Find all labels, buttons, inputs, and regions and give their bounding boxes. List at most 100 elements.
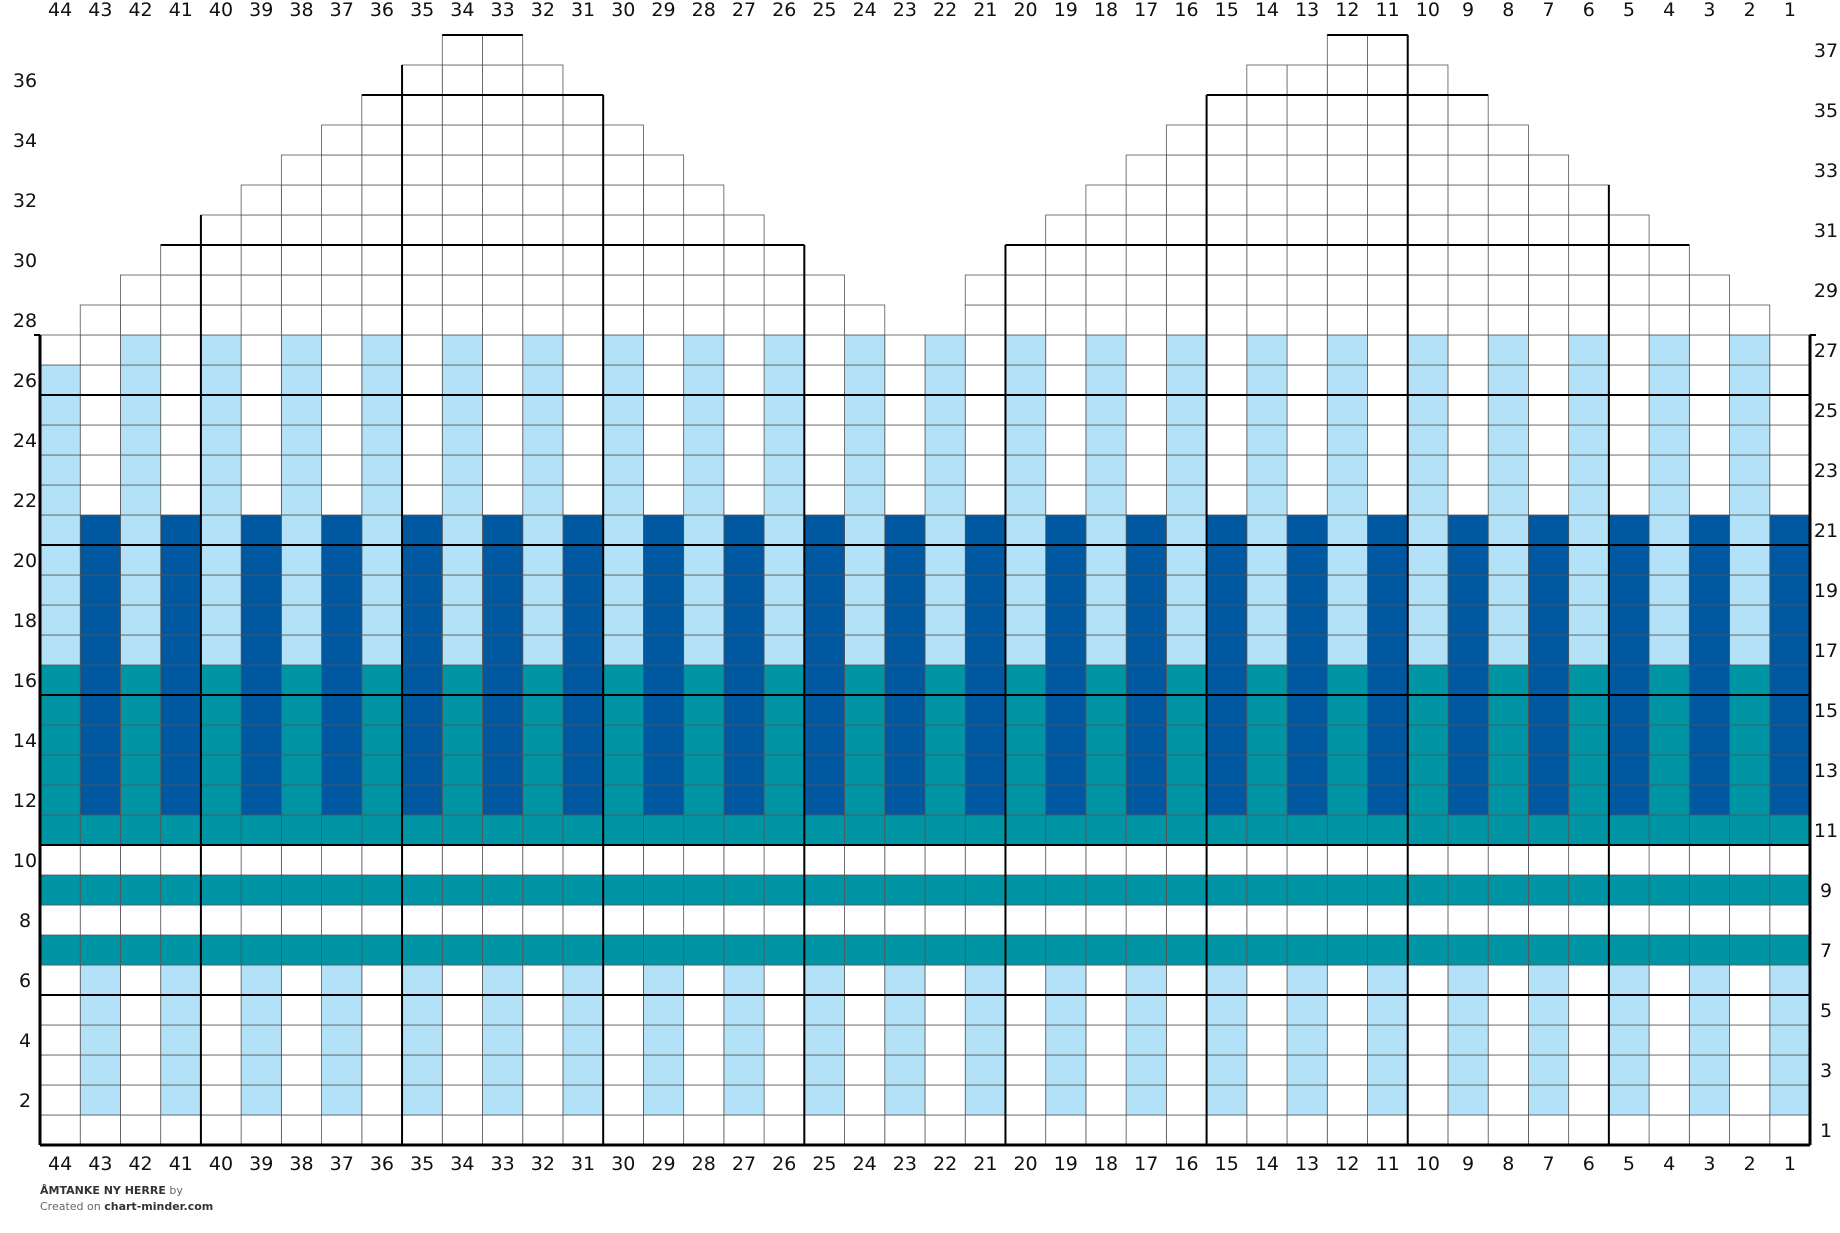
chart-cell: [1326, 304, 1368, 336]
chart-cell: [1246, 994, 1288, 1026]
chart-cell: [401, 1024, 443, 1056]
chart-cell: [1165, 694, 1207, 726]
chart-cell: [1447, 634, 1489, 666]
row-label: 35: [1814, 100, 1838, 122]
chart-cell: [240, 454, 282, 486]
chart-cell: [1085, 544, 1127, 576]
chart-cell: [1125, 664, 1167, 696]
chart-cell: [482, 724, 524, 756]
chart-cell: [1407, 604, 1449, 636]
chart-cell: [562, 1114, 604, 1146]
chart-cell: [1125, 154, 1167, 186]
chart-cell: [200, 244, 242, 276]
chart-cell: [522, 154, 564, 186]
chart-cell: [1568, 214, 1610, 246]
chart-cell: [602, 154, 644, 186]
chart-cell: [1487, 184, 1529, 216]
chart-cell: [361, 484, 403, 516]
chart-cell: [1769, 394, 1811, 426]
chart-cell: [79, 304, 121, 336]
chart-cell: [522, 214, 564, 246]
chart-cell: [1326, 244, 1368, 276]
chart-cell: [763, 424, 805, 456]
chart-cell: [361, 694, 403, 726]
chart-cell: [240, 574, 282, 606]
chart-cell: [1688, 574, 1730, 606]
chart-cell: [1005, 874, 1047, 906]
chart-cell: [1407, 244, 1449, 276]
chart-cell: [643, 454, 685, 486]
chart-cell: [964, 454, 1006, 486]
chart-cell: [1165, 604, 1207, 636]
chart-cell: [643, 184, 685, 216]
chart-cell: [361, 574, 403, 606]
chart-cell: [1769, 1054, 1811, 1086]
chart-cell: [120, 1114, 162, 1146]
column-label: 18: [1094, 1153, 1118, 1175]
chart-cell: [1246, 184, 1288, 216]
chart-cell: [1407, 544, 1449, 576]
chart-cell: [1608, 934, 1650, 966]
chart-cell: [1326, 454, 1368, 486]
column-label: 42: [128, 0, 152, 21]
chart-cell: [280, 154, 322, 186]
chart-cell: [1407, 274, 1449, 306]
row-label: 13: [1814, 760, 1838, 782]
chart-cell: [1729, 544, 1771, 576]
chart-cell: [1246, 64, 1288, 96]
chart-cell: [361, 154, 403, 186]
chart-cell: [522, 304, 564, 336]
chart-cell: [79, 454, 121, 486]
chart-cell: [562, 274, 604, 306]
chart-cell: [562, 1084, 604, 1116]
chart-cell: [602, 904, 644, 936]
chart-cell: [1729, 1024, 1771, 1056]
chart-cell: [1528, 214, 1570, 246]
chart-cell: [79, 724, 121, 756]
chart-cell: [1608, 334, 1650, 366]
chart-cell: [39, 874, 81, 906]
chart-cell: [120, 694, 162, 726]
chart-cell: [441, 1114, 483, 1146]
chart-cell: [844, 1114, 886, 1146]
column-label: 15: [1215, 1153, 1239, 1175]
chart-cell: [522, 124, 564, 156]
chart-cell: [1165, 514, 1207, 546]
chart-cell: [160, 244, 202, 276]
chart-cell: [683, 844, 725, 876]
chart-cell: [1367, 274, 1409, 306]
chart-cell: [240, 724, 282, 756]
chart-cell: [1608, 424, 1650, 456]
chart-cell: [1005, 784, 1047, 816]
chart-cell: [803, 964, 845, 996]
chart-cell: [1367, 604, 1409, 636]
chart-cell: [763, 544, 805, 576]
chart-cell: [844, 1024, 886, 1056]
chart-cell: [1367, 184, 1409, 216]
chart-cell: [844, 994, 886, 1026]
row-label: 4: [19, 1030, 31, 1052]
chart-cell: [120, 784, 162, 816]
chart-cell: [1487, 814, 1529, 846]
chart-cell: [1326, 94, 1368, 126]
chart-cell: [280, 904, 322, 936]
chart-cell: [1447, 454, 1489, 486]
chart-cell: [1487, 634, 1529, 666]
chart-cell: [1005, 634, 1047, 666]
chart-cell: [1688, 304, 1730, 336]
chart-cell: [643, 694, 685, 726]
chart-cell: [120, 484, 162, 516]
chart-cell: [1769, 574, 1811, 606]
chart-cell: [924, 544, 966, 576]
chart-cell: [1608, 214, 1650, 246]
chart-cell: [803, 544, 845, 576]
chart-cell: [361, 784, 403, 816]
chart-cell: [79, 634, 121, 666]
chart-cell: [39, 994, 81, 1026]
chart-cell: [683, 274, 725, 306]
chart-cell: [1608, 244, 1650, 276]
chart-cell: [844, 424, 886, 456]
chart-cell: [1246, 484, 1288, 516]
chart-cell: [280, 274, 322, 306]
chart-cell: [200, 754, 242, 786]
